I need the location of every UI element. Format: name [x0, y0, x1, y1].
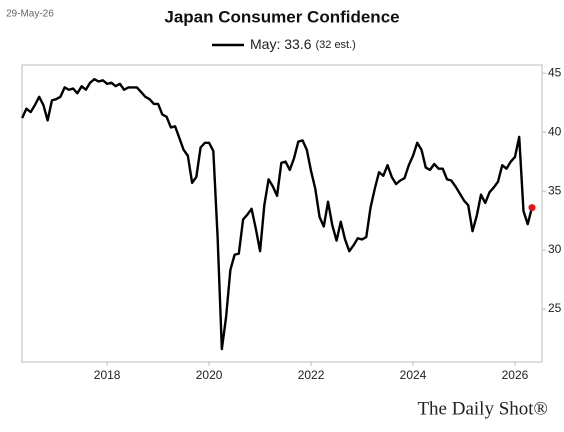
x-tick-label: 2024	[400, 368, 427, 382]
y-tick-label: 25	[548, 301, 562, 315]
x-tick-label: 2020	[196, 368, 223, 382]
plot-frame	[21, 64, 543, 363]
y-tick-label: 35	[548, 183, 562, 197]
y-tick-label: 45	[548, 65, 562, 79]
chart-title: Japan Consumer Confidence	[164, 7, 399, 26]
legend-entry: May: 33.6 (32 est.)	[250, 36, 356, 52]
x-tick-label: 2026	[502, 368, 529, 382]
legend-note: (32 est.)	[315, 39, 355, 51]
last-point	[528, 204, 536, 212]
x-tick-label: 2018	[94, 368, 121, 382]
y-tick-label: 40	[548, 124, 562, 138]
x-tick-label: 2022	[298, 368, 325, 382]
source: The Daily Shot®	[417, 398, 548, 419]
y-tick-label: 30	[548, 242, 562, 256]
date-label: 29-May-26	[6, 9, 54, 20]
legend-label: May: 33.6	[250, 36, 312, 52]
series-line	[21, 77, 534, 351]
